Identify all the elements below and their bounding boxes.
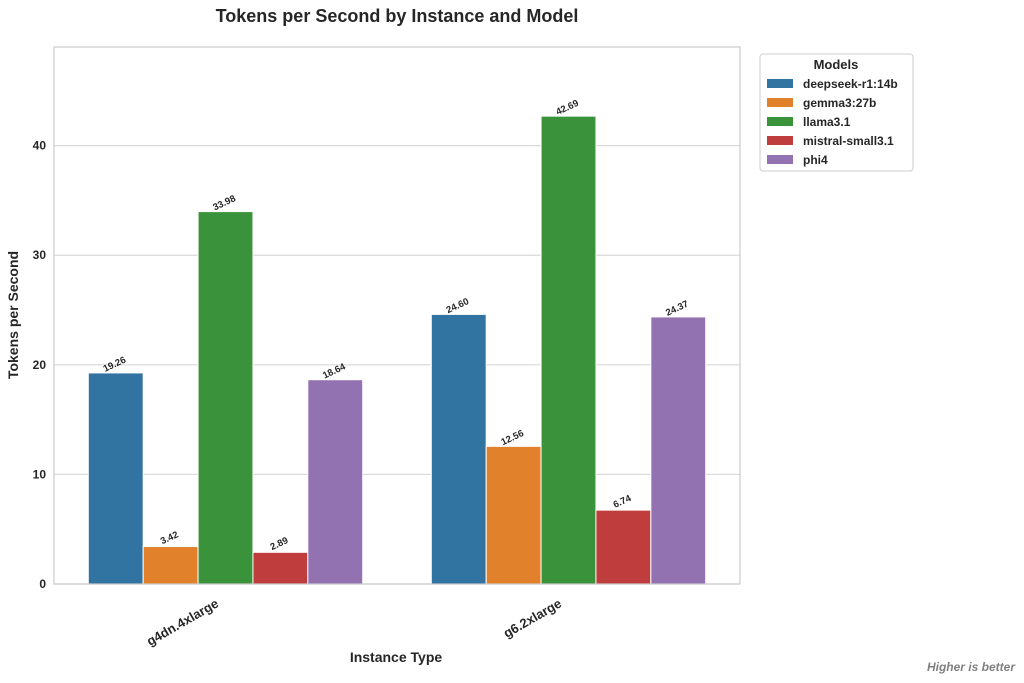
bar-deepseek-r1-14b-g6-2xlarge (430, 313, 487, 585)
legend-title: Models (814, 57, 859, 72)
y-axis-ticks: 0 10 20 30 40 (33, 139, 47, 591)
bar-mistral-small3-1-g4dn-4xlarge (252, 551, 309, 585)
legend-box (759, 53, 914, 172)
y-axis-label: Tokens per Second (5, 251, 21, 379)
plot-frame (53, 46, 741, 585)
x-tick-label: g4dn.4xlarge (144, 596, 221, 649)
bar-gemma3-27b-g4dn-4xlarge (142, 546, 199, 585)
y-tick-label: 40 (33, 139, 47, 153)
bar-llama3-1-g4dn-4xlarge (197, 211, 254, 585)
x-tick-label: g6.2xlarge (501, 596, 564, 641)
legend-entry-label: deepseek-r1:14b (803, 77, 898, 91)
bar-gemma3-27b-g6-2xlarge (485, 445, 542, 585)
y-tick-label: 20 (33, 358, 47, 372)
higher-is-better-note: Higher is better (927, 660, 1016, 674)
legend-entry-label: phi4 (803, 153, 828, 167)
bar-phi4-g4dn-4xlarge (307, 379, 364, 585)
legend-items: deepseek-r1:14b gemma3:27b llama3.1 mistral… (767, 77, 898, 167)
bar-llama3-1-g6-2xlarge (540, 115, 597, 585)
y-tick-label: 30 (33, 248, 47, 262)
y-tick-label: 0 (39, 577, 46, 591)
bar-deepseek-r1-14b-g4dn-4xlarge (87, 372, 144, 585)
legend-swatch (767, 155, 793, 164)
bars (87, 115, 707, 585)
bar-mistral-small3-1-g6-2xlarge (595, 509, 652, 585)
x-axis-label: Instance Type (350, 649, 443, 665)
legend-swatch (767, 136, 793, 145)
y-tick-label: 10 (33, 467, 47, 481)
legend-swatch (767, 98, 793, 107)
legend-entry-label: llama3.1 (803, 115, 851, 129)
legend-entry-label: mistral-small3.1 (803, 134, 894, 148)
x-axis-ticks: g4dn.4xlarge g6.2xlarge (144, 596, 564, 649)
legend-swatch (767, 117, 793, 126)
legend-swatch (767, 79, 793, 88)
plot-area (54, 47, 740, 584)
legend: Models deepseek-r1:14b gemma3:27b llama3.1… (759, 53, 914, 172)
chart-title: Tokens per Second by Instance and Model (216, 6, 579, 26)
legend-entry-label: gemma3:27b (803, 96, 876, 110)
bar-phi4-g6-2xlarge (650, 316, 707, 585)
